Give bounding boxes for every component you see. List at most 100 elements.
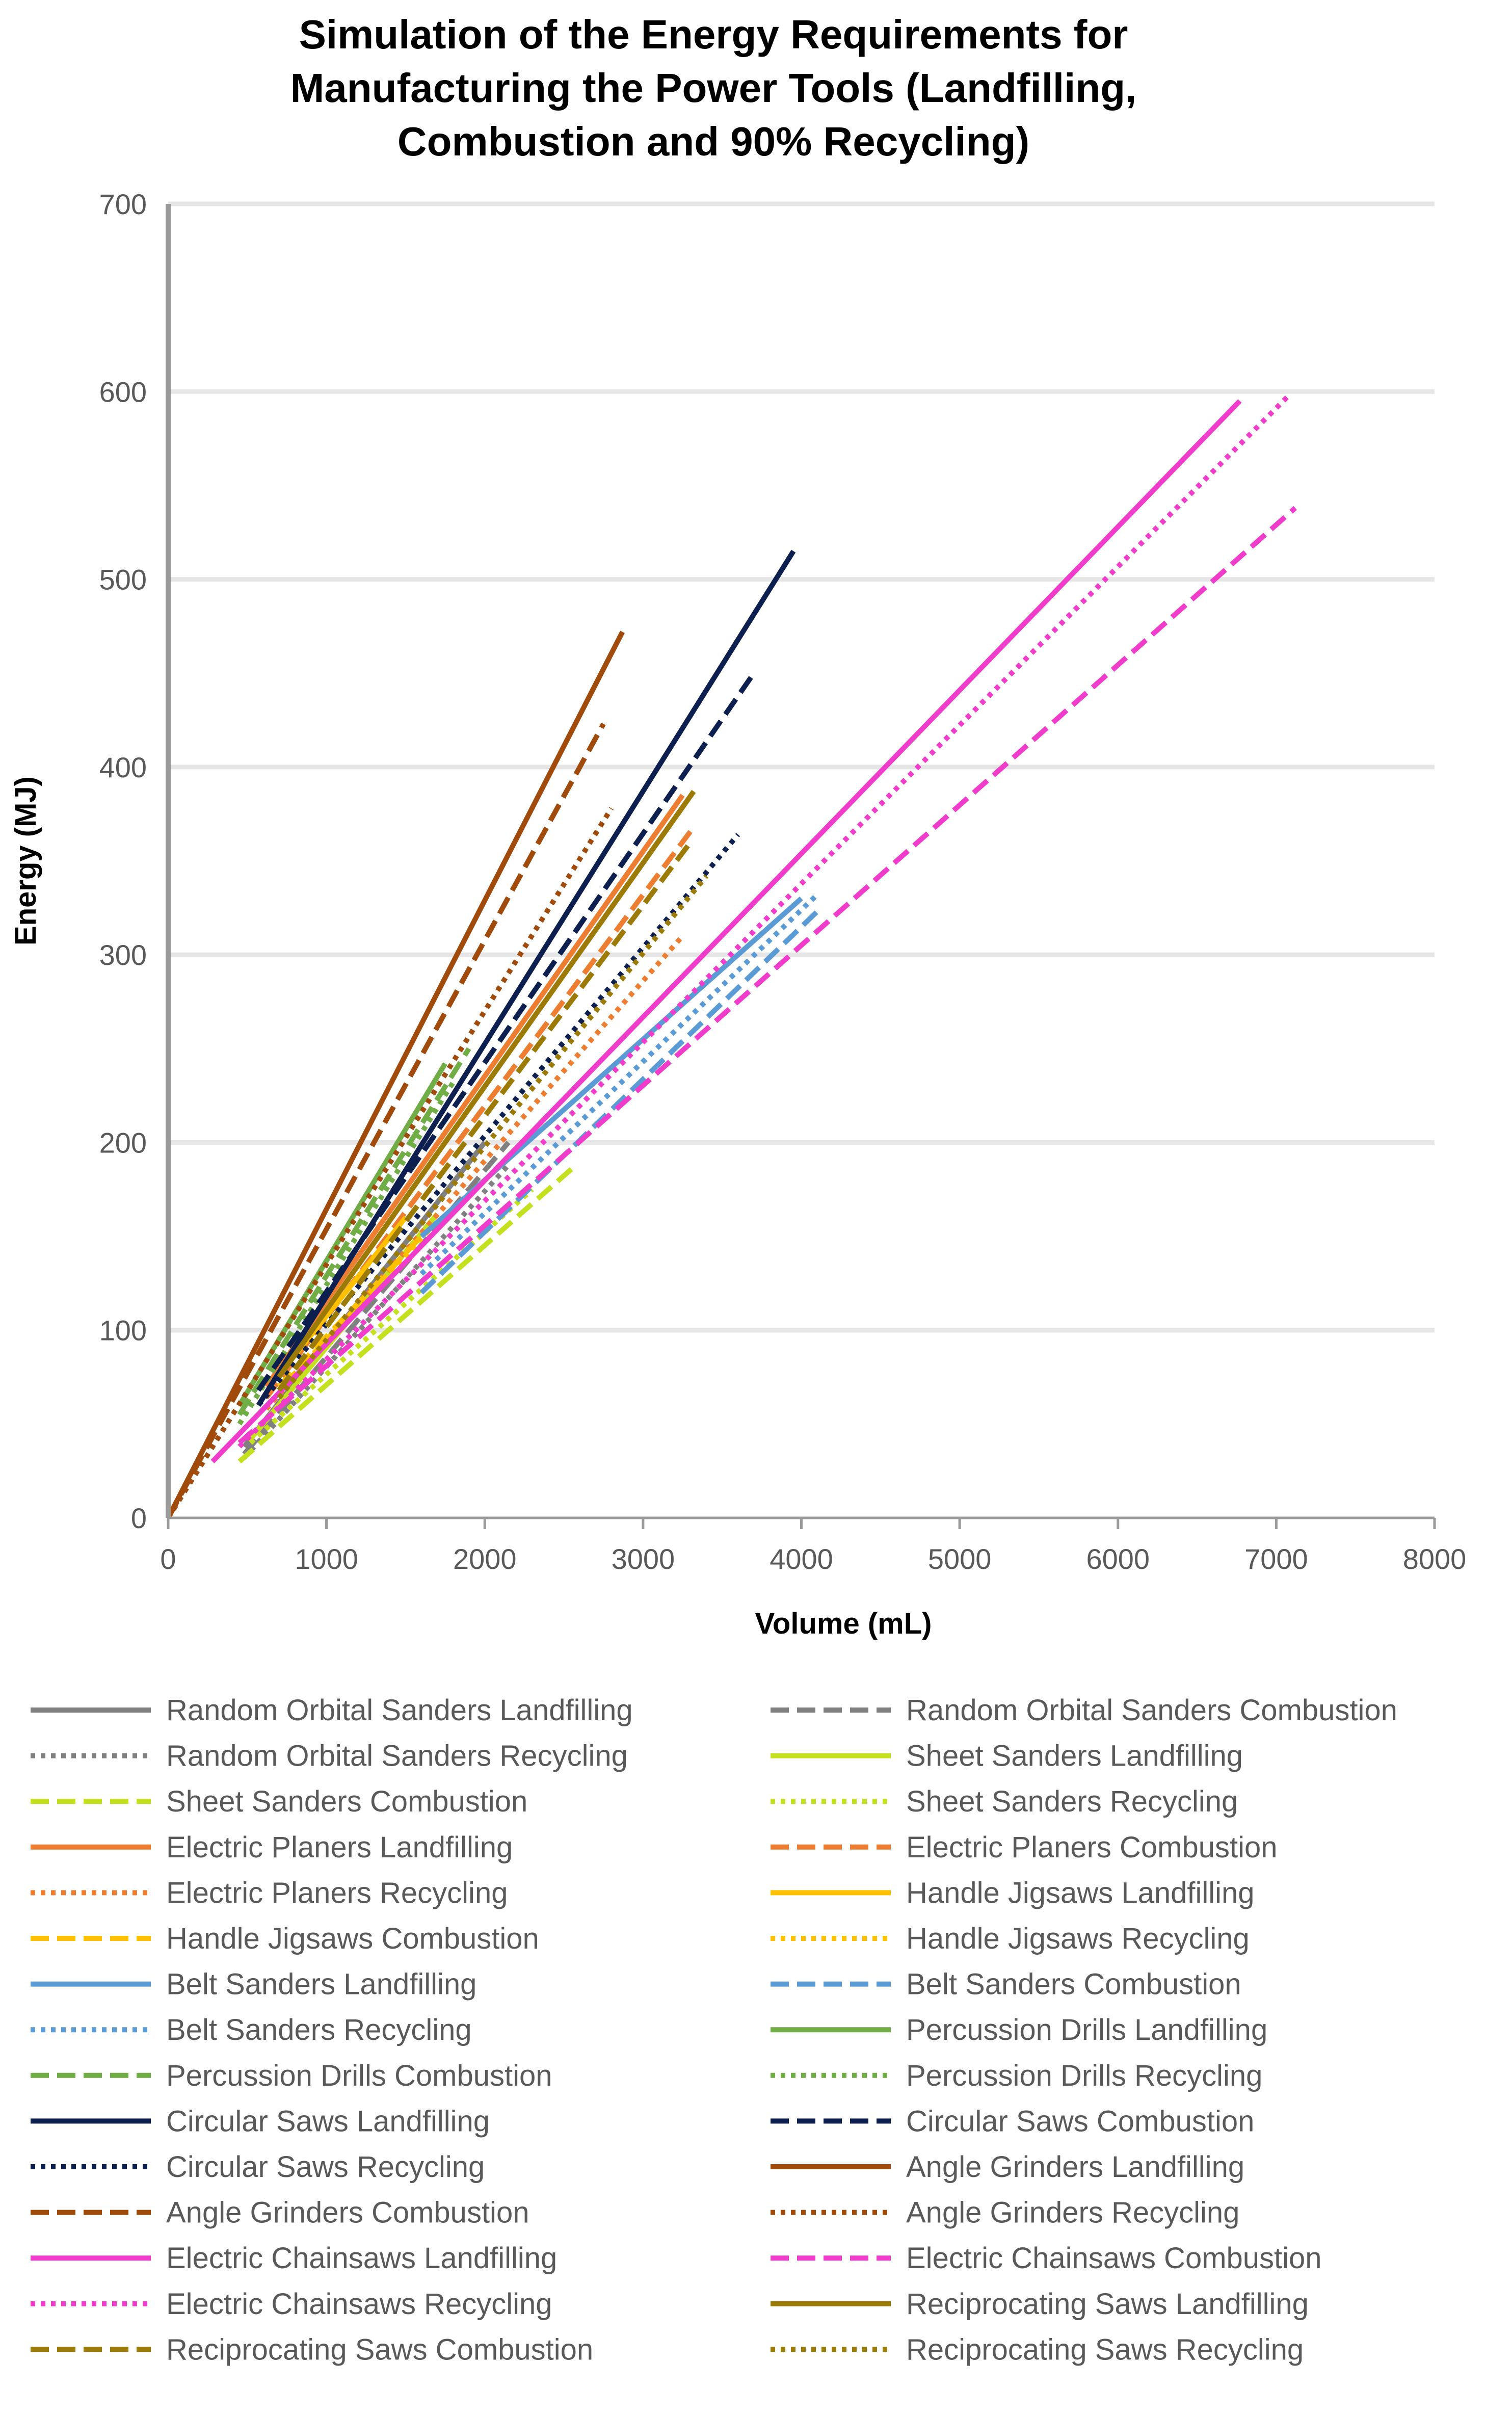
legend-label-1: Random Orbital Sanders Landfilling — [166, 1694, 633, 1727]
legend-item-5: Sheet Sanders Combustion — [31, 1785, 527, 1818]
y-tick-label-0: 0 — [131, 1502, 147, 1534]
legend-item-25: Electric Chainsaws Landfilling — [31, 2242, 557, 2275]
series-line-19 — [256, 549, 796, 1407]
series-line-6 — [249, 1187, 534, 1445]
series-line-18 — [237, 1081, 456, 1426]
legend-label-7: Electric Planers Landfilling — [166, 1831, 513, 1864]
legend-label-19: Circular Saws Landfilling — [166, 2105, 490, 2138]
legend-item-12: Handle Jigsaws Recycling — [771, 1922, 1250, 1955]
legend-label-9: Electric Planers Recycling — [166, 1876, 508, 1909]
legend-label-6: Sheet Sanders Recycling — [906, 1785, 1238, 1818]
x-tick-label-3000: 3000 — [612, 1543, 675, 1575]
legend-label-4: Sheet Sanders Landfilling — [906, 1740, 1243, 1773]
axes — [166, 204, 1435, 1519]
series-line-29 — [277, 840, 693, 1392]
legend-item-23: Angle Grinders Combustion — [31, 2196, 529, 2229]
legend-item-28: Reciprocating Saws Landfilling — [771, 2288, 1309, 2321]
legend-label-27: Electric Chainsaws Recycling — [166, 2288, 552, 2321]
legend-label-26: Electric Chainsaws Combustion — [906, 2242, 1322, 2275]
legend-item-15: Belt Sanders Recycling — [31, 2013, 472, 2046]
series-line-5 — [237, 1167, 574, 1464]
series-line-14 — [419, 909, 819, 1295]
legend-item-27: Electric Chainsaws Recycling — [31, 2288, 552, 2321]
legend-item-2: Random Orbital Sanders Combustion — [771, 1694, 1397, 1727]
chart-title-line-3: Combustion and 90% Recycling) — [397, 119, 1029, 164]
chart-title: Simulation of the Energy Requirements fo… — [290, 12, 1137, 164]
legend-item-16: Percussion Drills Landfilling — [771, 2013, 1267, 2046]
legend-label-20: Circular Saws Combustion — [906, 2105, 1254, 2138]
series-line-3 — [242, 1163, 511, 1460]
y-tick-label-400: 400 — [99, 751, 147, 783]
legend-item-24: Angle Grinders Recycling — [771, 2196, 1239, 2229]
series-line-20 — [256, 671, 756, 1392]
legend-label-21: Circular Saws Recycling — [166, 2150, 485, 2184]
x-axis-title: Volume (mL) — [755, 1607, 932, 1640]
legend-label-14: Belt Sanders Combustion — [906, 1968, 1241, 2001]
x-tick-label-6000: 6000 — [1086, 1543, 1150, 1575]
legend-item-26: Electric Chainsaws Combustion — [771, 2242, 1322, 2275]
legend-label-28: Reciprocating Saws Landfilling — [906, 2288, 1309, 2321]
y-tick-label-700: 700 — [99, 188, 147, 220]
y-tick-label-500: 500 — [99, 564, 147, 596]
legend-item-18: Percussion Drills Recycling — [771, 2059, 1262, 2092]
series-line-28 — [277, 790, 696, 1379]
legend-item-13: Belt Sanders Landfilling — [31, 1968, 476, 2001]
series-line-27 — [237, 393, 1291, 1449]
y-tick-label-600: 600 — [99, 376, 147, 408]
legend-item-19: Circular Saws Landfilling — [31, 2105, 490, 2138]
legend-item-3: Random Orbital Sanders Recycling — [31, 1740, 628, 1773]
x-tick-label-2000: 2000 — [453, 1543, 517, 1575]
x-axis-ticks: 0 1000 2000 3000 4000 5000 6000 7000 8000 — [160, 1518, 1466, 1575]
y-axis-title: Energy (MJ) — [9, 776, 42, 945]
legend-label-12: Handle Jigsaws Recycling — [906, 1922, 1250, 1955]
legend-label-17: Percussion Drills Combustion — [166, 2059, 552, 2092]
series-line-23 — [166, 722, 606, 1519]
y-axis-ticks: 0 100 200 300 400 500 600 700 — [99, 188, 147, 1534]
x-tick-label-1000: 1000 — [295, 1543, 358, 1575]
legend-label-24: Angle Grinders Recycling — [906, 2196, 1239, 2229]
legend-item-14: Belt Sanders Combustion — [771, 1968, 1241, 2001]
legend-item-7: Electric Planers Landfilling — [31, 1831, 513, 1864]
series-line-30 — [277, 874, 708, 1400]
legend-label-16: Percussion Drills Landfilling — [906, 2013, 1267, 2046]
legend-item-10: Handle Jigsaws Landfilling — [771, 1876, 1255, 1909]
series-line-22 — [166, 630, 625, 1519]
legend-item-21: Circular Saws Recycling — [31, 2150, 485, 2184]
x-tick-label-4000: 4000 — [770, 1543, 833, 1575]
chart-title-line-2: Manufacturing the Power Tools (Landfilli… — [290, 65, 1137, 111]
series-line-26 — [237, 506, 1297, 1445]
plot-area — [166, 393, 1297, 1519]
legend-item-4: Sheet Sanders Landfilling — [771, 1740, 1243, 1773]
x-tick-label-7000: 7000 — [1244, 1543, 1308, 1575]
gridlines — [168, 201, 1435, 1333]
x-tick-label-8000: 8000 — [1403, 1543, 1467, 1575]
series-line-12 — [277, 1219, 439, 1393]
legend-item-22: Angle Grinders Landfilling — [771, 2150, 1244, 2184]
x-tick-label-5000: 5000 — [928, 1543, 992, 1575]
legend-item-1: Random Orbital Sanders Landfilling — [31, 1694, 633, 1727]
y-tick-label-300: 300 — [99, 939, 147, 971]
legend-item-11: Handle Jigsaws Combustion — [31, 1922, 539, 1955]
legend-item-20: Circular Saws Combustion — [771, 2105, 1254, 2138]
legend-label-30: Reciprocating Saws Recycling — [906, 2333, 1304, 2366]
series-line-17 — [237, 1047, 471, 1416]
legend-label-23: Angle Grinders Combustion — [166, 2196, 529, 2229]
chart-title-line-1: Simulation of the Energy Requirements fo… — [299, 12, 1128, 57]
legend: Random Orbital Sanders Landfilling Random… — [31, 1694, 1397, 2366]
legend-item-9: Electric Planers Recycling — [31, 1876, 508, 1909]
legend-label-15: Belt Sanders Recycling — [166, 2013, 472, 2046]
legend-item-6: Sheet Sanders Recycling — [771, 1785, 1238, 1818]
legend-item-8: Electric Planers Combustion — [771, 1831, 1278, 1864]
y-tick-label-100: 100 — [99, 1315, 147, 1347]
legend-label-13: Belt Sanders Landfilling — [166, 1968, 476, 2001]
legend-label-22: Angle Grinders Landfilling — [906, 2150, 1244, 2184]
series-line-16 — [237, 1062, 447, 1407]
y-tick-label-200: 200 — [99, 1126, 147, 1159]
legend-label-11: Handle Jigsaws Combustion — [166, 1922, 539, 1955]
series-line-24 — [166, 807, 614, 1519]
series-line-25 — [210, 399, 1242, 1463]
x-tick-label-0: 0 — [160, 1543, 176, 1575]
legend-label-2: Random Orbital Sanders Combustion — [906, 1694, 1397, 1727]
legend-item-17: Percussion Drills Combustion — [31, 2059, 552, 2092]
